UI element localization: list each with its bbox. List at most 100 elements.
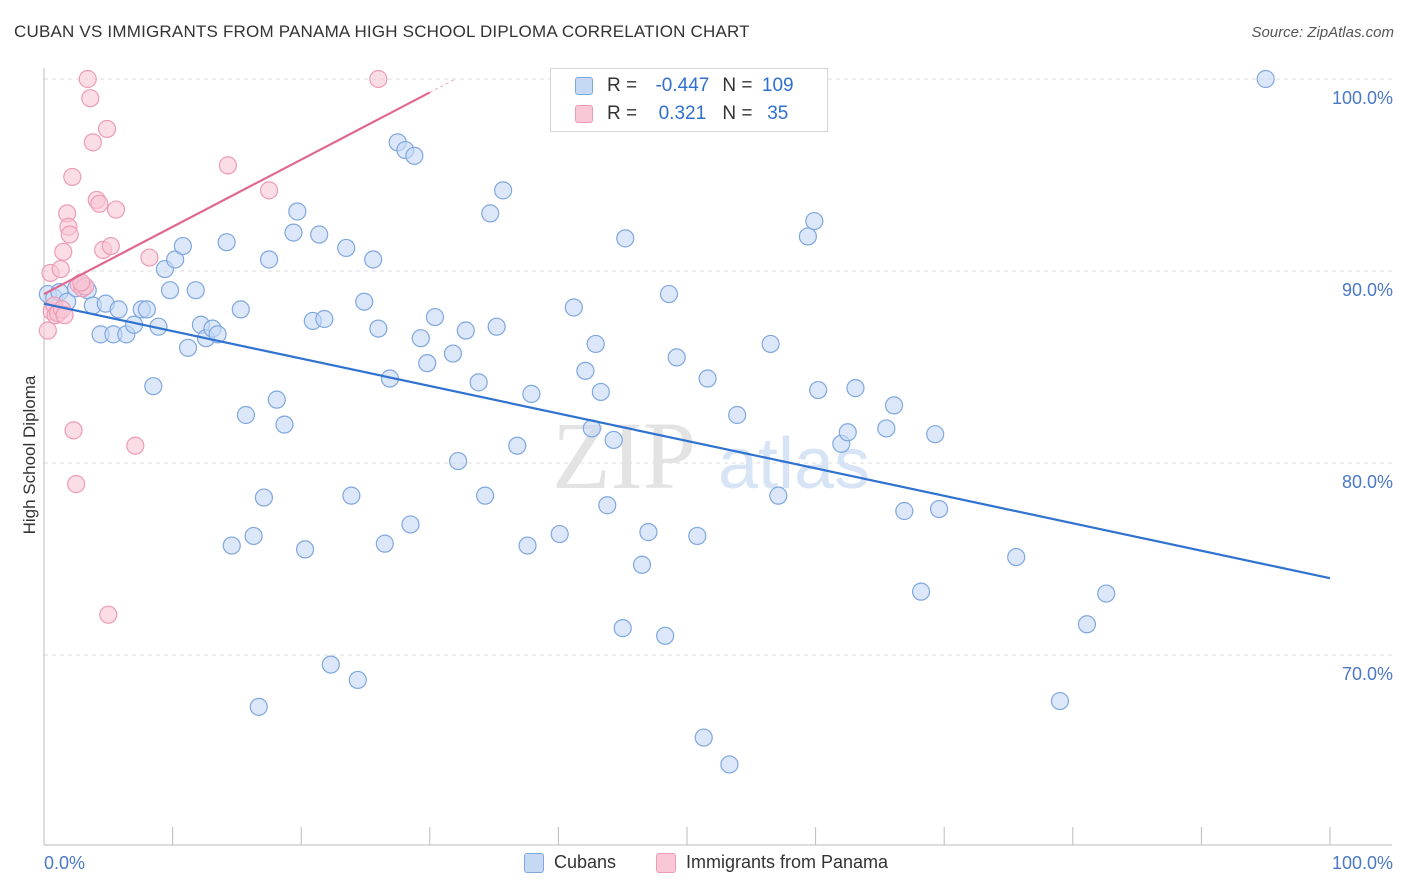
legend-r-value: -0.447 <box>655 75 710 96</box>
cubans-point <box>656 626 675 645</box>
cubans-point <box>249 697 268 716</box>
panama-point <box>140 248 159 267</box>
cubans-point <box>222 536 241 555</box>
panama-swatch <box>575 105 593 123</box>
cubans-point <box>178 338 198 357</box>
cubans-point <box>911 582 931 601</box>
panama-point <box>126 436 145 455</box>
cubans-point <box>926 425 945 444</box>
y-tick-label: 100.0% <box>1332 88 1393 108</box>
watermark: ZIP atlas <box>552 402 870 509</box>
series-panama <box>38 69 388 624</box>
trend-lines <box>43 78 1331 580</box>
cubans-point <box>884 396 904 415</box>
cubans-point <box>1077 615 1097 634</box>
y-tick-label: 70.0% <box>1342 664 1393 684</box>
cubans-point <box>208 325 227 344</box>
legend-n-value: 35 <box>767 103 789 124</box>
cubans-point <box>1256 69 1275 89</box>
panama-point <box>90 194 109 213</box>
panama-point <box>67 475 86 494</box>
cubans-point <box>288 202 307 221</box>
cubans-point <box>508 436 527 455</box>
cubans-point <box>405 146 424 165</box>
cubans-point <box>667 348 686 367</box>
panama-point <box>106 200 126 219</box>
panama-point <box>55 306 74 325</box>
cubans-point <box>1097 584 1116 603</box>
legend-item-panama: Immigrants from Panama <box>656 852 888 873</box>
y-axis-title: High School Diploma <box>20 375 39 534</box>
watermark-zip: ZIP <box>552 402 696 509</box>
cubans-point <box>166 250 185 269</box>
cubans-point <box>284 223 303 242</box>
cubans-point <box>443 344 463 363</box>
legend-label-cubans: Cubans <box>554 852 617 872</box>
cubans-point <box>632 555 652 574</box>
cubans-point <box>375 534 394 553</box>
grid-lines <box>44 78 1392 656</box>
panama-point <box>38 321 57 340</box>
cubans-point <box>591 382 610 402</box>
legend-n-value: 109 <box>761 75 794 96</box>
cubans-point <box>929 499 949 519</box>
cubans-point <box>728 405 747 425</box>
cubans-point <box>259 250 279 269</box>
chart-title: CUBAN VS IMMIGRANTS FROM PANAMA HIGH SCH… <box>14 22 750 41</box>
panama-trend-line <box>43 91 431 296</box>
cubans-point <box>267 390 286 409</box>
cubans-point <box>364 250 383 269</box>
cubans-point <box>694 728 713 747</box>
cubans-point <box>236 405 256 425</box>
cubans-point <box>425 307 445 327</box>
cubans-point <box>342 486 361 505</box>
cubans-point <box>254 488 274 507</box>
cubans-point <box>109 300 128 319</box>
cubans-point <box>173 236 192 256</box>
cubans-point <box>564 298 583 317</box>
cubans-point <box>448 451 468 471</box>
y-tick-label: 80.0% <box>1342 472 1393 492</box>
legend-row-cubans: R = -0.447 N = 109 <box>575 73 798 99</box>
panama-point <box>51 259 70 279</box>
cubans-point <box>475 486 495 505</box>
cubans-point <box>846 379 865 398</box>
panama-point <box>101 236 120 256</box>
panama-point <box>218 156 237 175</box>
panama-point <box>64 421 83 440</box>
cubans-point <box>160 281 180 300</box>
panama-trend-extension <box>429 78 456 93</box>
x-tick-label: 0.0% <box>44 853 85 873</box>
cubans-point <box>481 204 500 223</box>
legend-row-panama: R = 0.321 N = 35 <box>575 101 798 127</box>
bottom-legend: Cubans Immigrants from Panama <box>0 852 1406 878</box>
legend-r-value: 0.321 <box>658 103 707 124</box>
cubans-point <box>487 317 506 336</box>
cubans-point <box>659 284 679 304</box>
cubans-point <box>369 319 388 338</box>
cubans-point <box>550 524 569 544</box>
cubans-point <box>769 486 788 505</box>
cubans-point <box>798 227 817 246</box>
source-label: Source: ZipAtlas.com <box>1251 24 1394 41</box>
cubans-point <box>348 670 367 690</box>
cubans-point <box>838 423 857 442</box>
cubans-point <box>877 419 896 438</box>
cubans-point <box>275 415 294 434</box>
cubans-trend-line <box>43 302 1331 580</box>
cubans-point <box>604 430 623 450</box>
cubans-point <box>613 619 632 638</box>
cubans-point <box>321 655 340 674</box>
cubans-point <box>401 515 420 534</box>
panama-point <box>83 133 102 152</box>
cubans-point <box>586 334 605 354</box>
panama-point <box>259 181 279 200</box>
cubans-point <box>1050 691 1070 711</box>
cubans-point <box>616 229 635 248</box>
x-tick-label: 100.0% <box>1332 853 1393 873</box>
legend-r-label: R = <box>607 103 638 124</box>
cubans-point <box>310 225 329 244</box>
cubans-point <box>720 755 739 774</box>
y-tick-labels: 100.0% 90.0% 80.0% 70.0% <box>1332 88 1393 684</box>
